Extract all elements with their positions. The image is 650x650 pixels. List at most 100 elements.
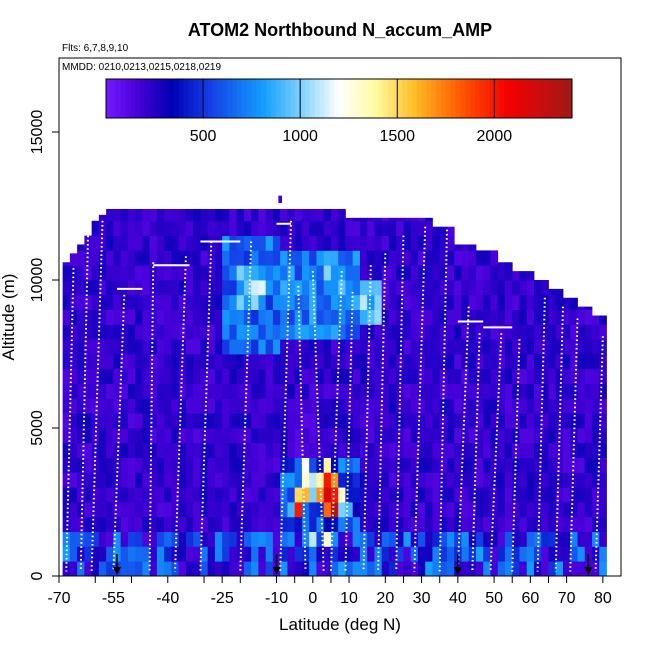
- heatmap-cell: [258, 368, 267, 384]
- heatmap-cell: [127, 546, 136, 562]
- heatmap-cell: [497, 546, 506, 562]
- heatmap-cell: [417, 309, 426, 325]
- heatmap-cell: [98, 368, 107, 384]
- colorbar-swatch: [305, 79, 311, 118]
- flight-profile: [344, 291, 354, 572]
- heatmap-cell: [446, 309, 455, 325]
- heatmap-cell: [185, 413, 194, 429]
- heatmap-cell: [149, 561, 158, 576]
- colorbar-swatch: [542, 79, 549, 118]
- heatmap-cell: [374, 354, 383, 370]
- heatmap-cell: [287, 398, 296, 414]
- heatmap-cell: [403, 428, 412, 444]
- heatmap-cell: [374, 265, 383, 281]
- heatmap-cell: [243, 208, 252, 222]
- heatmap-cell: [454, 368, 462, 384]
- heatmap-cell: [91, 354, 100, 370]
- heatmap-cell: [367, 561, 375, 576]
- heatmap-cell: [475, 472, 484, 488]
- flight-profile: [199, 241, 213, 572]
- heatmap-cell: [425, 220, 433, 236]
- heatmap-cell: [504, 428, 513, 444]
- heatmap-cell: [439, 531, 448, 547]
- heatmap-cell: [381, 235, 390, 251]
- heatmap-cell: [591, 472, 600, 488]
- heatmap-cell: [483, 280, 491, 296]
- heatmap-cell: [352, 235, 361, 251]
- heatmap-cell: [258, 442, 267, 458]
- heatmap-cell: [164, 235, 172, 251]
- heatmap-cell: [98, 442, 107, 458]
- heatmap-cell: [396, 502, 404, 518]
- heatmap-cell: [243, 265, 252, 281]
- heatmap-cell: [432, 502, 441, 518]
- heatmap-cell: [490, 383, 499, 399]
- heatmap-cell: [156, 294, 165, 310]
- heatmap-cell: [91, 235, 100, 251]
- heatmap-cell: [352, 472, 361, 488]
- heatmap-cell: [591, 339, 600, 355]
- heatmap-cell: [294, 280, 303, 296]
- heatmap-cell: [381, 472, 390, 488]
- heatmap-cell: [599, 472, 607, 488]
- heatmap-cell: [541, 339, 549, 355]
- heatmap-cell: [149, 516, 158, 532]
- heatmap-cell: [541, 309, 549, 325]
- heatmap-cell: [84, 487, 93, 503]
- heatmap-cell: [519, 383, 528, 399]
- colorbar-swatch: [203, 79, 209, 118]
- heatmap-cell: [309, 250, 317, 266]
- heatmap-cell: [135, 250, 143, 266]
- heatmap-cell: [323, 368, 332, 384]
- heatmap-cell: [432, 472, 441, 488]
- heatmap-cell: [106, 339, 114, 355]
- heatmap-cell: [214, 235, 223, 251]
- heatmap-cell: [214, 502, 223, 518]
- heatmap-cell: [330, 368, 339, 384]
- heatmap-cell: [278, 195, 282, 204]
- heatmap-cell: [396, 546, 404, 562]
- heatmap-cell: [222, 428, 230, 444]
- heatmap-cell: [178, 368, 187, 384]
- heatmap-cell: [468, 413, 477, 429]
- heatmap-cell: [185, 309, 194, 325]
- heatmap-cell: [555, 457, 564, 473]
- heatmap-cell: [330, 502, 339, 518]
- heatmap-cell: [265, 516, 274, 532]
- heatmap-cell: [251, 220, 259, 236]
- heatmap-cell: [171, 531, 180, 547]
- heatmap-cell: [280, 324, 288, 340]
- heatmap-cell: [251, 487, 259, 503]
- heatmap-cell: [316, 472, 325, 488]
- heatmap-cell: [229, 368, 238, 384]
- heatmap-cell: [185, 368, 194, 384]
- heatmap-cell: [142, 516, 151, 532]
- colorbar-swatch: [567, 79, 573, 118]
- heatmap-cell: [352, 546, 361, 562]
- heatmap-cell: [374, 472, 383, 488]
- heatmap-cell: [316, 354, 325, 370]
- heatmap-cell: [236, 398, 245, 414]
- heatmap-cell: [330, 383, 339, 399]
- heatmap-cell: [258, 208, 267, 222]
- heatmap-cell: [207, 309, 216, 325]
- heatmap-cell: [214, 413, 223, 429]
- heatmap-cell: [207, 220, 216, 236]
- heatmap-cell: [222, 561, 230, 576]
- heatmap-cell: [330, 220, 339, 236]
- heatmap-cell: [171, 265, 180, 281]
- heatmap-cell: [512, 280, 520, 296]
- heatmap-cell: [236, 442, 245, 458]
- heatmap-cell: [214, 531, 223, 547]
- heatmap-cell: [98, 294, 107, 310]
- colorbar-swatch: [392, 79, 398, 118]
- heatmap-cell: [294, 457, 303, 473]
- heatmap-cell: [272, 398, 281, 414]
- heatmap-cell: [599, 315, 607, 325]
- heatmap-cell: [251, 383, 259, 399]
- heatmap-cell: [287, 339, 296, 355]
- heatmap-cell: [345, 487, 354, 503]
- heatmap-cell: [338, 265, 346, 281]
- heatmap-cell: [338, 309, 346, 325]
- heatmap-cell: [352, 561, 361, 576]
